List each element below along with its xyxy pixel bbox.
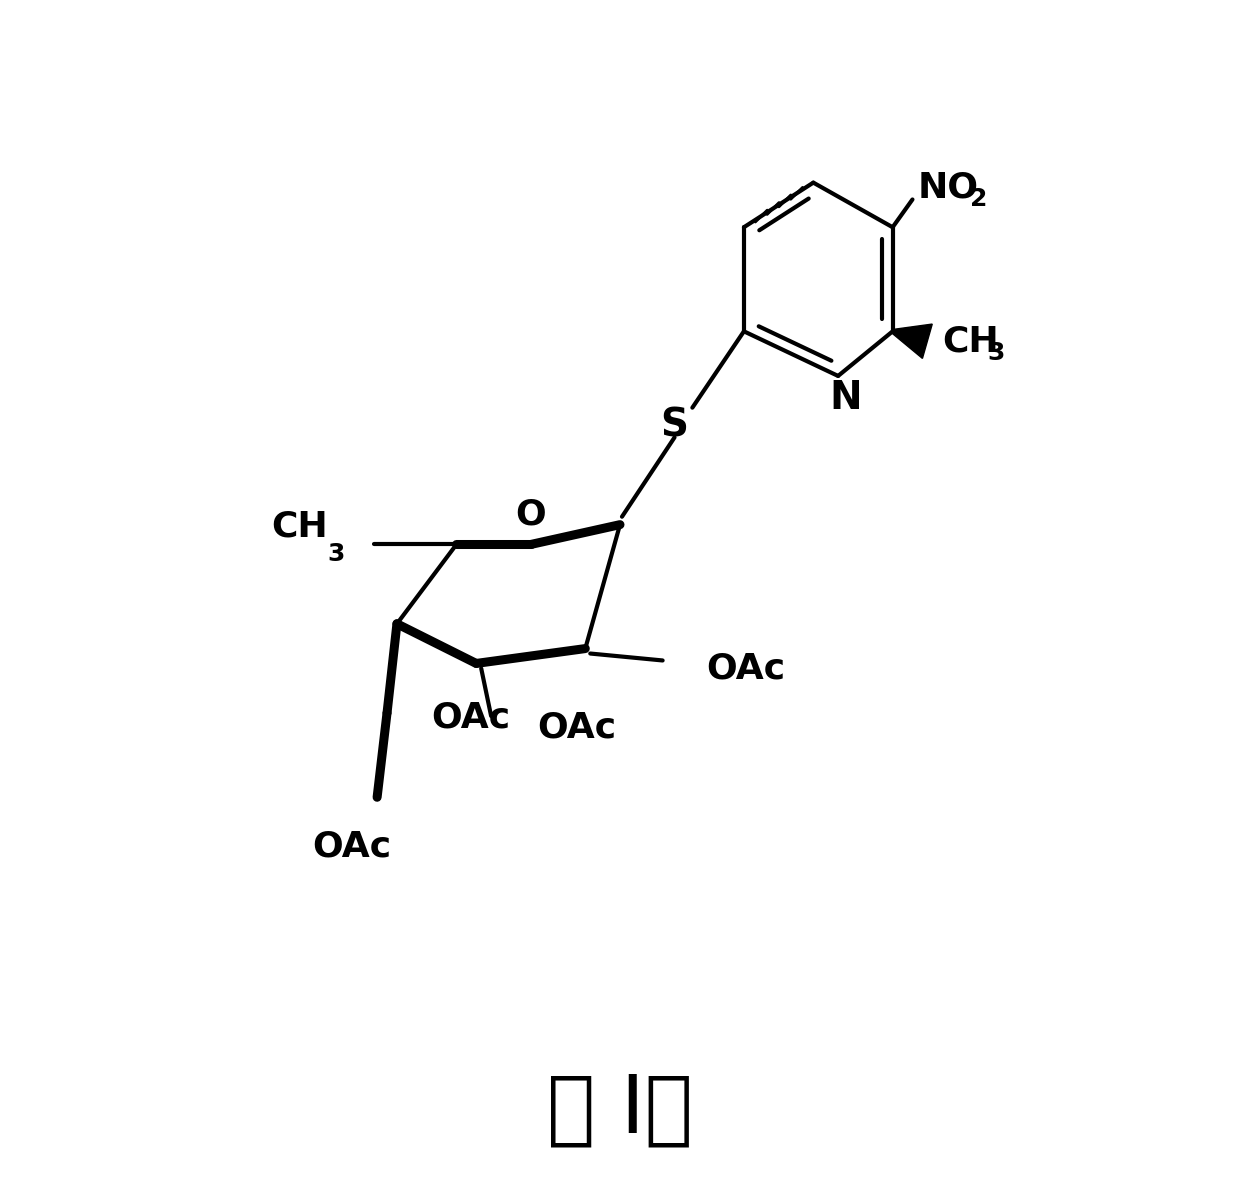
Text: O: O	[516, 497, 546, 532]
Text: NO: NO	[918, 170, 978, 205]
Text: 式 I。: 式 I。	[547, 1071, 693, 1150]
Text: OAc: OAc	[538, 710, 616, 745]
Text: N: N	[830, 379, 862, 417]
Text: CH: CH	[942, 325, 999, 358]
Polygon shape	[892, 325, 932, 358]
Text: OAc: OAc	[432, 701, 511, 734]
Text: OAc: OAc	[312, 830, 392, 864]
Text: 3: 3	[327, 543, 345, 567]
Text: CH: CH	[270, 509, 327, 544]
Text: S: S	[661, 406, 688, 444]
Text: 2: 2	[970, 187, 987, 212]
Text: OAc: OAc	[707, 652, 785, 685]
Text: 3: 3	[988, 341, 1006, 365]
